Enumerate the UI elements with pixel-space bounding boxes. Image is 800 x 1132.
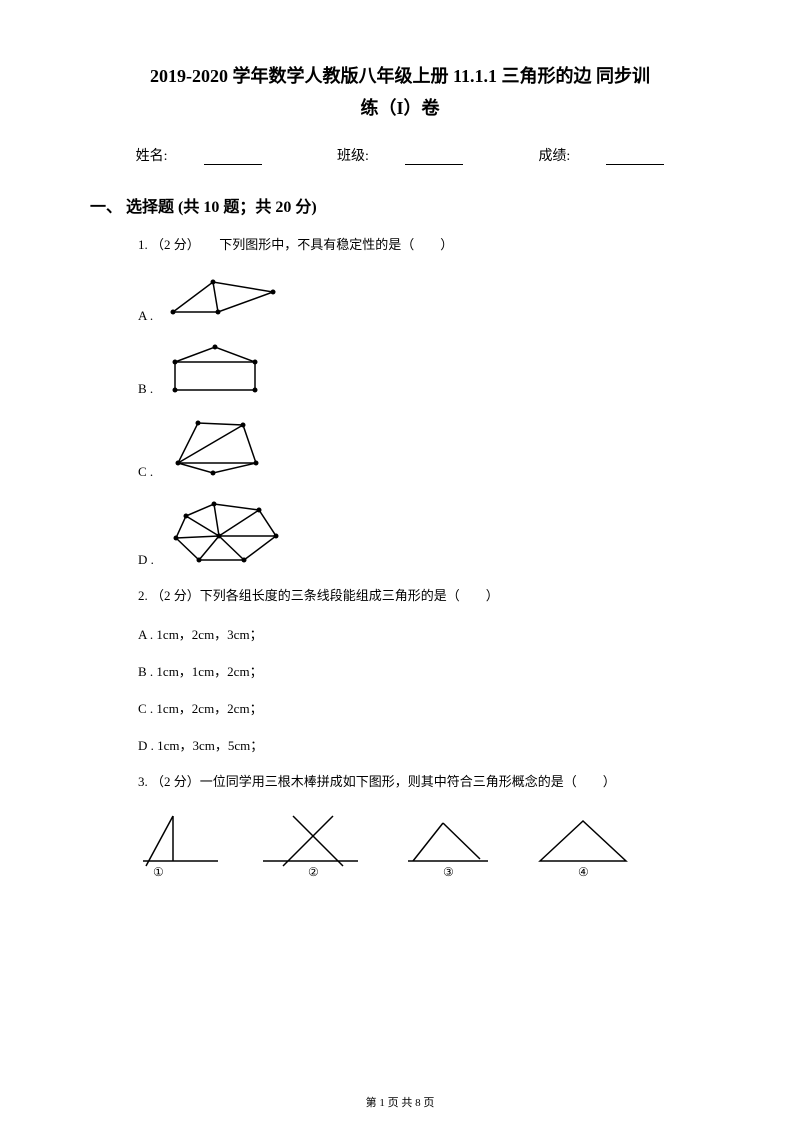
q1-optB-label: B . <box>138 381 153 397</box>
q1-optD: D . <box>138 498 710 568</box>
q2-text: 2. （2 分）下列各组长度的三条线段能组成三角形的是（ ） <box>138 586 710 607</box>
q3-fig1-icon: ① <box>138 811 228 881</box>
title-line2: 练（I）卷 <box>90 92 710 124</box>
q3-fig3-icon: ③ <box>398 811 498 881</box>
q3-text: 3. （2 分）一位同学用三根木棒拼成如下图形，则其中符合三角形概念的是（ ） <box>138 772 710 793</box>
q3-label2: ② <box>308 865 319 879</box>
q1-optC: C . <box>138 415 710 480</box>
q1-optB: B . <box>138 342 710 397</box>
q3-label1: ① <box>153 865 164 879</box>
page-title: 2019-2020 学年数学人教版八年级上册 11.1.1 三角形的边 同步训 … <box>90 60 710 125</box>
score-label: 成绩: <box>520 149 682 164</box>
q1-optA-label: A . <box>138 308 153 324</box>
q2-optC: C . 1cm，2cm，2cm； <box>138 698 710 717</box>
q1-figB-icon <box>163 342 268 397</box>
name-label: 姓名: <box>118 149 280 164</box>
q3-fig2-icon: ② <box>258 811 368 881</box>
q2-optD: D . 1cm，3cm，5cm； <box>138 735 710 754</box>
q1-figA-icon <box>163 274 283 324</box>
q1-figC-icon <box>163 415 273 480</box>
q1-optA: A . <box>138 274 710 324</box>
title-line1: 2019-2020 学年数学人教版八年级上册 11.1.1 三角形的边 同步训 <box>90 60 710 92</box>
page-footer: 第 1 页 共 8 页 <box>0 1094 800 1110</box>
q3-fig4-icon: ④ <box>528 811 638 881</box>
q2-optB: B . 1cm，1cm，2cm； <box>138 661 710 680</box>
info-row: 姓名: 班级: 成绩: <box>90 145 710 165</box>
q2-optA: A . 1cm，2cm，3cm； <box>138 624 710 643</box>
q3-label3: ③ <box>443 865 454 879</box>
class-label: 班级: <box>319 149 481 164</box>
q1-text: 1. （2 分） 下列图形中，不具有稳定性的是（ ） <box>138 235 710 256</box>
q1-optC-label: C . <box>138 464 153 480</box>
q1-figD-icon <box>164 498 289 568</box>
q1-optD-label: D . <box>138 552 154 568</box>
q3-label4: ④ <box>578 865 589 879</box>
q3-figures: ① ② ③ ④ <box>138 811 710 881</box>
section-header: 一、 选择题 (共 10 题；共 20 分) <box>90 193 710 217</box>
